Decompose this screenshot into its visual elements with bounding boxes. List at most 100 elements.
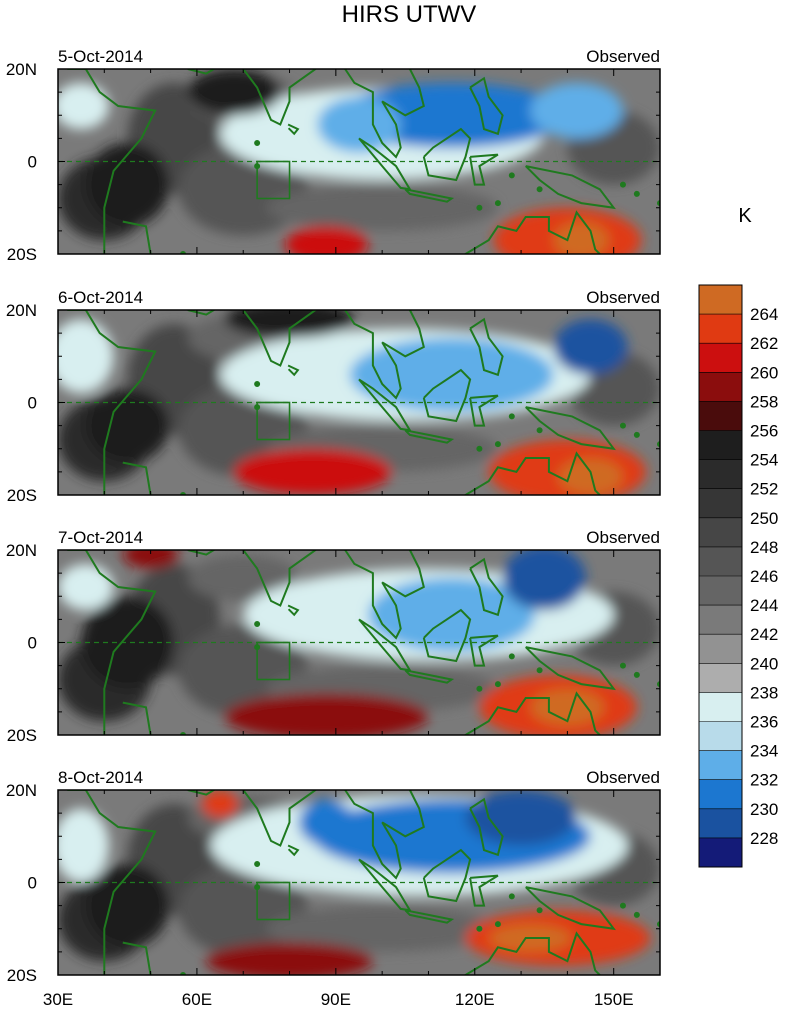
field-layer [58,767,660,975]
colorbar-swatch [699,808,742,839]
field-feature [465,790,577,846]
colorbar-swatch [699,343,742,373]
colorbar-tick-label: 236 [750,713,778,732]
coastline [287,123,300,136]
coastline [475,527,480,541]
island [508,413,515,420]
colorbar-tick-label: 238 [750,683,778,702]
colorbar-swatch [699,372,742,402]
field-feature [553,319,628,375]
y-tick-label: 0 [28,394,37,413]
colorbar-swatch [699,750,742,781]
coastline [475,46,480,60]
coastlines [67,767,660,975]
island [619,181,626,188]
colorbar-tick-label: 244 [750,596,778,615]
y-tick-label: 0 [28,874,37,893]
field-feature [85,864,170,948]
coastline [242,69,425,159]
colorbar-tick-label: 254 [750,451,778,470]
y-tick-label: 0 [28,153,37,172]
coastline [524,886,616,931]
panel-date: 7-Oct-2014 [58,528,143,547]
island [619,422,626,429]
coastline [463,451,602,495]
panels: 20N 0 20S 5-Oct-2014 Observed 20N 0 20S 6-Oct-20… [6,9,661,1009]
island [619,662,626,669]
coastline [242,550,425,640]
coastline [422,127,472,182]
colorbar-tick-label: 242 [750,625,778,644]
coastline [242,790,425,880]
colorbar-swatch [699,401,742,431]
panel-date: 6-Oct-2014 [58,288,143,307]
colorbar-swatch [699,721,742,752]
colorbar-swatch [699,663,742,693]
panel-label: Observed [586,528,660,547]
colorbar-tick-label: 262 [750,334,778,353]
colorbar-tick-label: 234 [750,742,778,761]
island [476,445,483,452]
field-layer [58,527,660,735]
coastline [187,69,216,75]
y-tick-label: 20S [7,726,37,745]
colorbar-swatch [699,488,742,519]
coastline [287,364,300,377]
island [172,498,176,502]
coastline [524,646,616,691]
field-feature [58,319,114,394]
map-panel: 20N 0 20S 8-Oct-2014 Observed [6,767,661,985]
island [508,172,515,179]
panel-label: Observed [586,768,660,787]
colorbar-tick-label: 264 [750,305,778,324]
colorbar-tick-label: 258 [750,392,778,411]
coastline [463,210,602,254]
island [254,621,261,627]
coastlines [67,310,660,502]
x-tick-label: 90E [321,990,351,1009]
y-tick-label: 20S [7,966,37,985]
island [494,681,501,688]
field-layer [58,310,660,502]
island [172,257,176,261]
field-feature [558,458,623,495]
field-feature [85,388,170,463]
field-feature [224,693,429,735]
coastline [67,310,157,495]
coastline [122,220,152,254]
coastline [404,669,455,684]
coastline [469,634,499,667]
coastline [469,557,504,617]
coastline [67,69,157,254]
field-feature [349,337,554,412]
coastline [187,790,216,796]
colorbar-tick-label: 228 [750,829,778,848]
coastline [521,9,530,18]
colorbar-tick-label: 256 [750,422,778,441]
field-feature [368,577,535,652]
colorbar-swatch [699,576,742,606]
colorbar-tick-label: 246 [750,567,778,586]
region-box [256,641,291,681]
coastline [404,188,455,203]
island [494,441,501,448]
figure-title: HIRS UTWV [342,1,477,28]
field-feature [58,563,114,611]
coastline [422,848,472,903]
colorbar-tick-label: 248 [750,538,778,557]
colorbar-unit-label: K [738,205,752,227]
coastlines [67,527,660,735]
island [536,427,543,434]
coastline [469,874,499,907]
island [633,190,640,197]
field-contour [266,184,498,231]
island [508,893,515,900]
island [254,140,261,146]
coastline [469,797,504,857]
coastline [475,767,480,781]
colorbar-swatch [699,314,742,344]
coastline [187,310,216,316]
colorbar: 264 262 260 258 256 254 252 250 248 246 244 242 240 2… [698,284,778,868]
coastline [404,909,455,924]
